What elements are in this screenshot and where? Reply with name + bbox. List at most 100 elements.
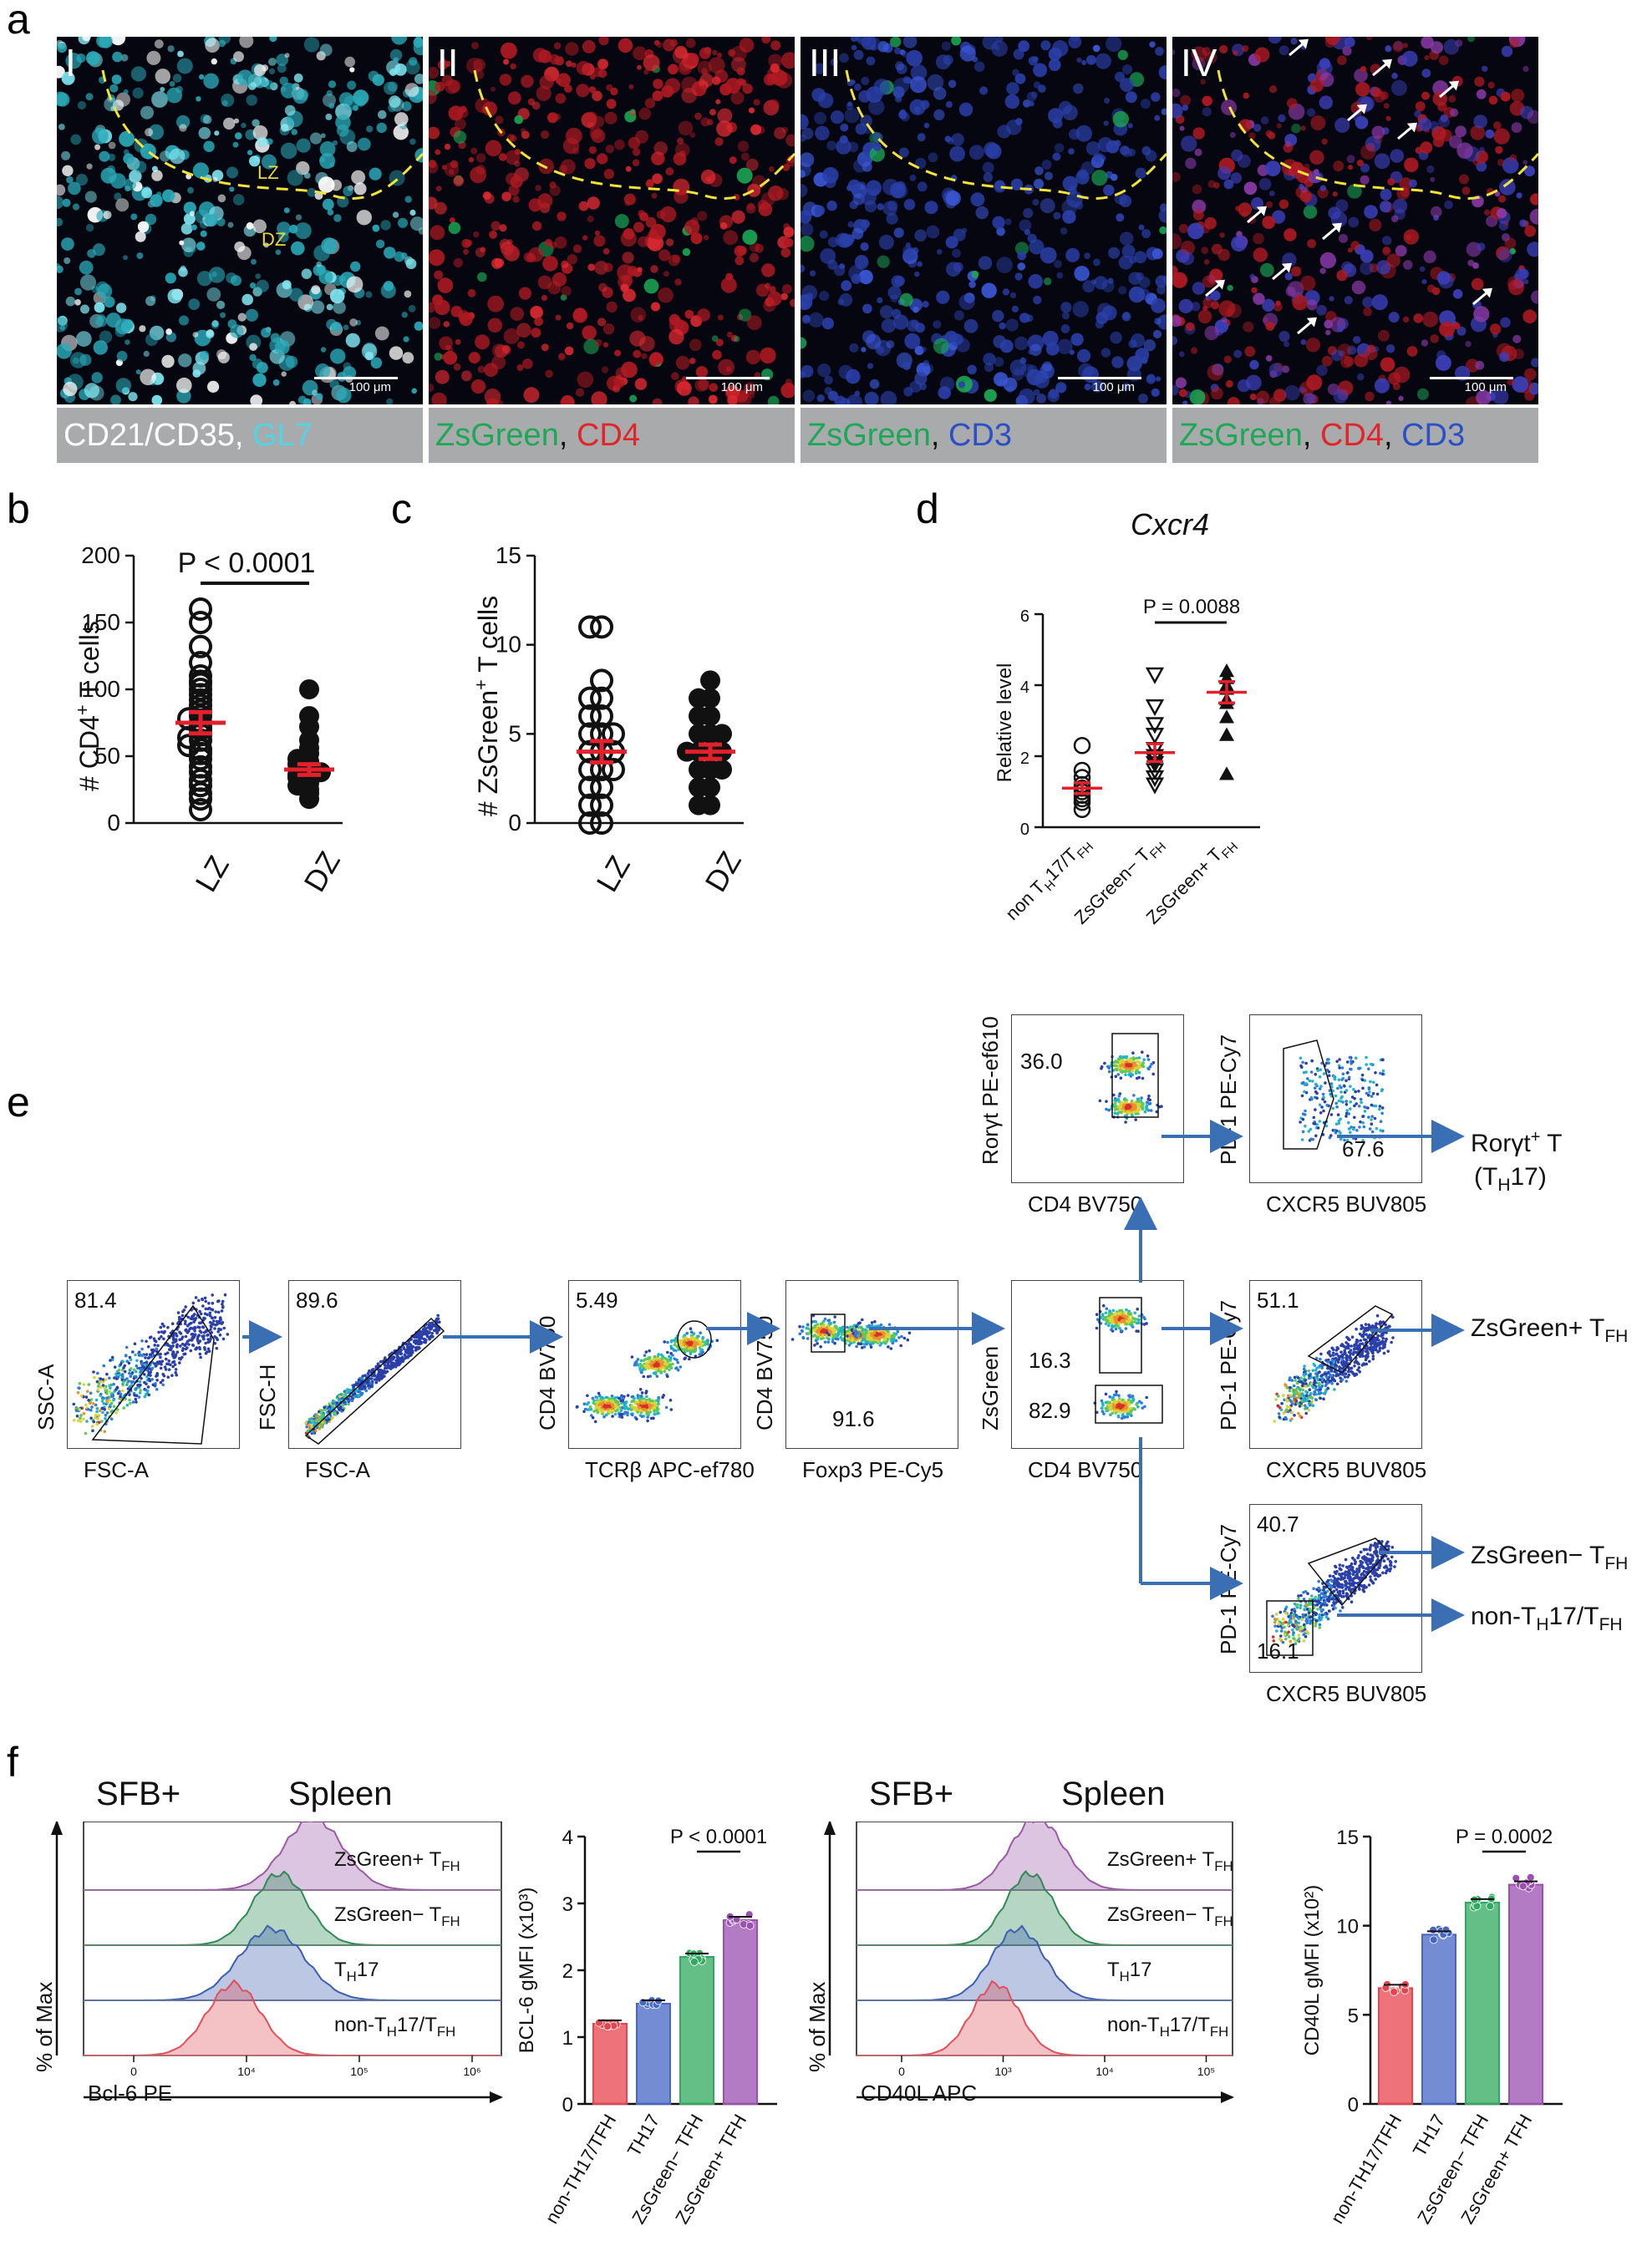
event-dot [131,1350,135,1354]
cell-blob [728,48,736,57]
cell-blob [1272,210,1286,224]
cell-blob [554,236,567,249]
cell-blob [1392,382,1400,390]
cell-blob [1181,135,1197,152]
event-dot [669,1408,674,1411]
cell-blob [1231,236,1248,252]
cell-blob [475,334,491,350]
event-dot [191,1344,196,1348]
event-dot [419,1336,424,1340]
cell-blob [1154,318,1161,325]
data-point [578,775,602,800]
cell-blob [1348,165,1354,170]
cell-blob [1262,298,1275,312]
cell-blob [1473,114,1487,129]
cell-blob [665,238,674,246]
cell-blob [1033,81,1041,89]
cell-blob [414,321,423,331]
cell-blob [1055,382,1067,394]
cell-blob [674,189,689,204]
event-dot [638,1388,643,1391]
cell-blob [697,60,712,75]
cell-blob [1307,239,1316,248]
cell-blob [375,239,385,249]
event-dot [421,1330,425,1334]
event-dot [189,1349,193,1353]
cell-blob [59,325,65,331]
cell-blob [1217,166,1232,180]
zone-label-dz: DZ [262,229,287,250]
event-dot [172,1359,176,1364]
cell-blob [325,113,333,120]
cell-blob [246,94,257,106]
cell-blob [1472,262,1479,269]
data-point [189,597,212,621]
event-dot [109,1383,114,1387]
cell-blob [1373,346,1380,353]
event-dot [128,1355,132,1359]
cell-blob [188,298,201,310]
cell-blob [658,249,671,262]
cell-blob [981,282,997,298]
cell-blob [1331,349,1343,362]
event-dot [165,1357,168,1361]
micrograph-texture [1172,37,1538,404]
event-dot [645,1395,648,1399]
cell-blob [145,333,158,347]
cell-blob [99,330,113,343]
cell-blob [1138,224,1145,231]
event-dot [76,1419,80,1423]
cell-blob [1073,83,1084,94]
event-dot [146,1345,150,1349]
cell-blob [1172,315,1182,328]
data-point [189,798,212,821]
cell-blob [249,343,257,352]
event-dot [408,1352,411,1355]
cell-blob [226,166,238,179]
cell-blob [1172,233,1182,250]
event-dot [78,1408,82,1411]
cell-blob [1237,154,1251,168]
cell-blob [1380,91,1389,100]
event-dot [191,1301,196,1305]
y-tick-label: 10 [496,632,521,658]
event-dot [147,1367,151,1370]
cell-blob [61,150,71,160]
cell-blob [1512,334,1522,343]
event-dot [118,1390,121,1394]
cell-blob [1253,292,1265,305]
event-dot [167,1362,170,1366]
event-dot [620,1412,623,1416]
cell-blob [576,84,590,98]
cell-blob [1492,388,1509,404]
cell-blob [1129,256,1137,264]
cell-blob [1500,317,1511,328]
event-dot [213,1315,217,1319]
cell-blob [861,76,870,85]
flow-density [72,1293,230,1445]
event-dot [120,1389,125,1393]
cell-blob [1202,107,1212,117]
cell-blob [1363,307,1372,317]
event-dot [170,1374,174,1377]
cell-blob [587,216,594,223]
cell-blob [1233,50,1238,56]
cell-blob [192,361,206,375]
data-point [700,670,720,691]
cell-blob [146,50,161,65]
event-dot [637,1402,640,1406]
cell-blob [565,127,582,145]
cell-blob [1497,247,1512,262]
event-dot [613,1396,617,1400]
cell-blob [1262,216,1275,229]
cell-blob [1300,275,1316,292]
data-point [1219,766,1234,780]
event-dot [130,1371,135,1374]
gate-percentage: 89.6 [296,1288,338,1313]
event-dot [384,1371,388,1374]
cell-blob [959,45,976,62]
event-dot [107,1407,111,1410]
cell-blob [854,83,862,91]
cell-blob [861,219,870,229]
cell-blob [63,381,78,397]
